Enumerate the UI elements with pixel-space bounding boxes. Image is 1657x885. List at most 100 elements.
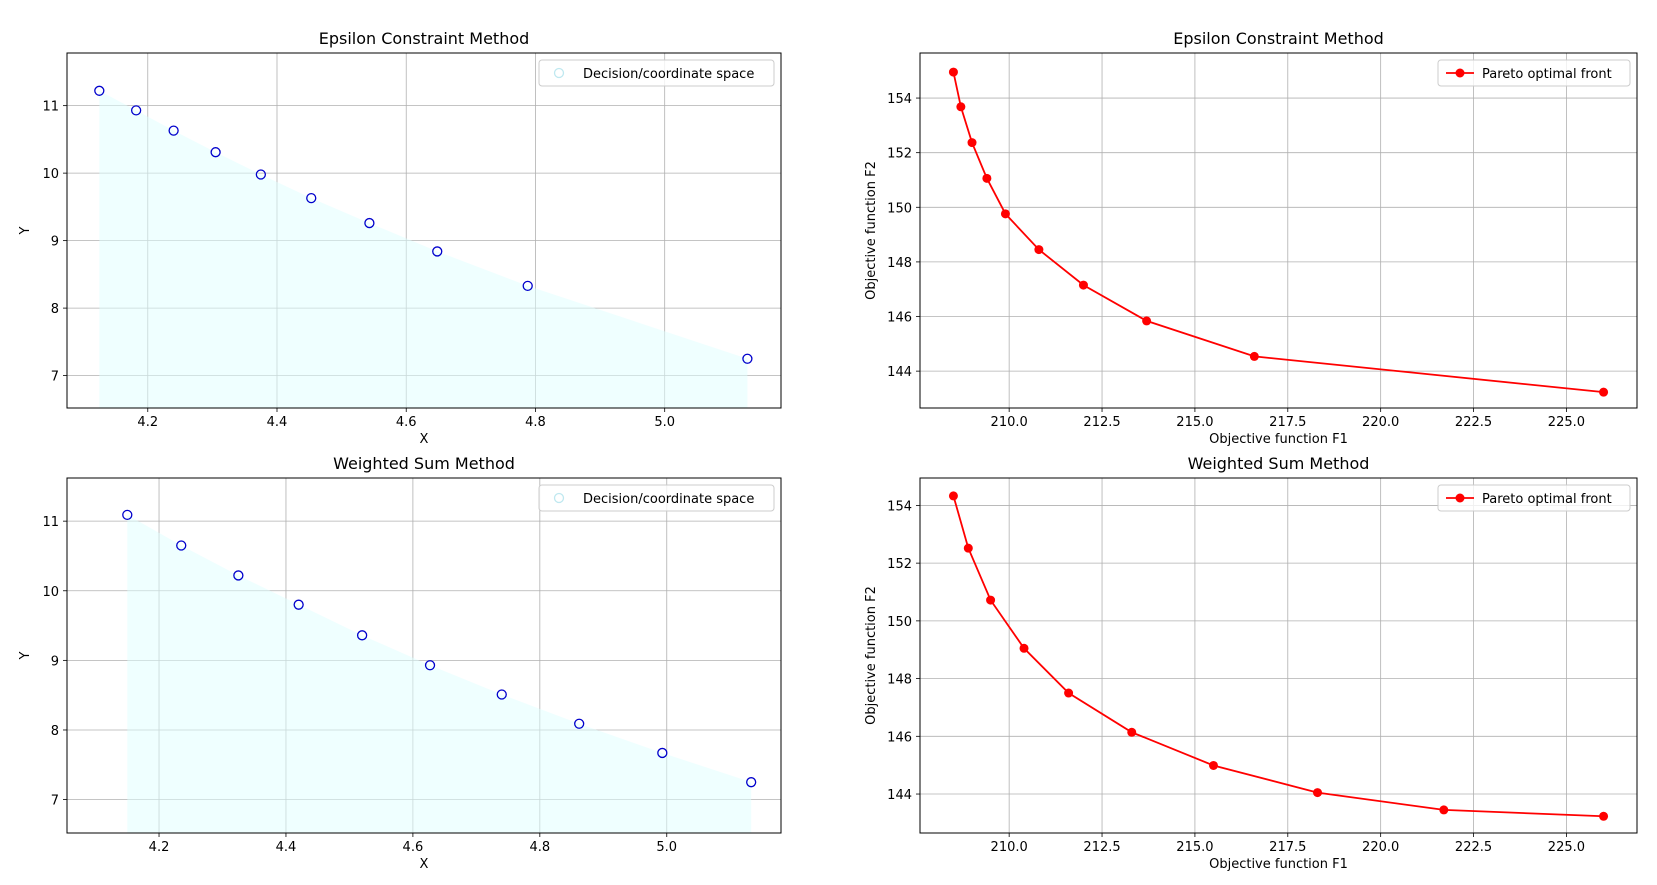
legend: Pareto optimal front [1437, 484, 1631, 512]
line-marker [1078, 280, 1088, 290]
scatter-point [293, 599, 304, 610]
x-tick-label: 4.4 [267, 415, 288, 430]
scatter-point [233, 570, 244, 581]
x-tick-label: 212.5 [1083, 840, 1120, 855]
legend-marker [1455, 68, 1465, 78]
line-marker [1142, 316, 1152, 326]
x-tick-label: 4.4 [276, 840, 297, 855]
x-tick-label: 215.0 [1176, 840, 1213, 855]
x-tick-label: 225.0 [1548, 415, 1585, 430]
line-marker [963, 543, 973, 553]
x-tick-label: 4.8 [525, 415, 546, 430]
y-tick-label: 7 [51, 370, 59, 385]
line-marker [1599, 387, 1609, 397]
y-tick-label: 10 [42, 585, 59, 600]
x-tick-label: 217.5 [1269, 840, 1306, 855]
x-tick-label: 5.0 [654, 415, 675, 430]
chart-2: 210.0 212.5 215.0 217.5 220.0 222.5 225.0 144 14… [864, 29, 1638, 447]
y-tick-label: 152 [887, 557, 912, 572]
x-tick-label: 222.5 [1455, 840, 1492, 855]
series-line [952, 71, 1604, 394]
scatter-point [432, 246, 443, 257]
x-axis-label: X [420, 857, 429, 872]
legend-label: Pareto optimal front [1482, 67, 1612, 82]
scatter-point [657, 747, 668, 759]
scatter-point [130, 105, 142, 116]
scatter-point [522, 280, 533, 291]
x-axis-label: Objective function F1 [1209, 857, 1348, 872]
line-marker [1000, 209, 1010, 219]
chart-title: Epsilon Constraint Method [1173, 29, 1384, 48]
y-tick-label: 144 [887, 365, 912, 380]
fill-area [99, 90, 748, 408]
x-tick-label: 4.6 [403, 840, 424, 855]
axes-frame [66, 52, 782, 409]
chart-4: 210.0 212.5 215.0 217.5 220.0 222.5 225.0 144 14… [864, 454, 1638, 872]
x-axis-label: X [420, 432, 429, 447]
legend: Decision/coordinate space [538, 484, 775, 512]
y-tick-label: 9 [51, 654, 59, 669]
y-tick-label: 10 [42, 167, 59, 182]
line-marker [1019, 643, 1029, 653]
legend-label: Decision/coordinate space [583, 492, 754, 507]
y-tick-label: 148 [887, 256, 912, 271]
line-marker [1249, 351, 1259, 361]
y-tick-label: 8 [51, 302, 59, 317]
x-tick-label: 5.0 [656, 840, 677, 855]
y-tick-label: 152 [887, 147, 912, 162]
line-marker [967, 138, 977, 148]
legend-box [1437, 484, 1631, 512]
x-tick-label: 4.2 [149, 840, 170, 855]
y-tick-label: 9 [51, 235, 59, 250]
chart-title: Epsilon Constraint Method [319, 29, 530, 48]
y-axis-label: Y [18, 226, 33, 235]
line-marker [1127, 727, 1137, 737]
y-tick-label: 8 [51, 724, 59, 739]
y-axis-label: Y [18, 651, 33, 660]
line-marker [1439, 805, 1449, 815]
scatter-point [496, 689, 507, 700]
legend-marker [553, 67, 565, 79]
line-marker [986, 595, 996, 605]
scatter-point [168, 125, 179, 136]
line-marker [948, 491, 958, 501]
line-marker [1313, 788, 1323, 798]
legend-box [538, 59, 775, 87]
x-tick-label: 220.0 [1362, 415, 1399, 430]
line-marker [948, 67, 958, 77]
y-tick-label: 7 [51, 794, 59, 809]
scatter-point [122, 509, 133, 521]
grid [920, 478, 1637, 833]
line-marker [1599, 811, 1609, 821]
legend-label: Decision/coordinate space [583, 67, 754, 82]
y-tick-label: 150 [887, 615, 912, 630]
scatter-point [210, 147, 221, 158]
scatter-point [176, 540, 187, 551]
axes-frame [919, 477, 1638, 834]
x-axis-label: Objective function F1 [1209, 432, 1348, 447]
line-marker [956, 102, 966, 112]
x-tick-label: 210.0 [991, 840, 1028, 855]
y-tick-label: 11 [42, 100, 59, 115]
chart-title: Weighted Sum Method [333, 454, 515, 473]
y-tick-label: 148 [887, 673, 912, 688]
x-tick-label: 220.0 [1362, 840, 1399, 855]
scatter-point [356, 630, 368, 641]
chart-1: 4.2 4.4 4.6 4.8 5.0 7 8 9 10 11 Epsilon Constraint… [18, 29, 782, 447]
axes-frame [919, 52, 1638, 409]
x-tick-label: 215.0 [1176, 415, 1213, 430]
x-tick-label: 217.5 [1269, 415, 1306, 430]
series-line [952, 495, 1604, 818]
legend: Pareto optimal front [1437, 59, 1631, 87]
scatter-point [746, 777, 757, 788]
line-marker [1208, 760, 1218, 770]
x-tick-label: 212.5 [1083, 415, 1120, 430]
y-axis-label: Objective function F2 [864, 586, 879, 725]
x-tick-label: 210.0 [991, 415, 1028, 430]
y-tick-label: 146 [887, 730, 912, 745]
fill-area [127, 514, 752, 833]
y-tick-label: 144 [887, 788, 912, 803]
legend-marker [1455, 493, 1465, 503]
legend-box [1437, 59, 1631, 87]
